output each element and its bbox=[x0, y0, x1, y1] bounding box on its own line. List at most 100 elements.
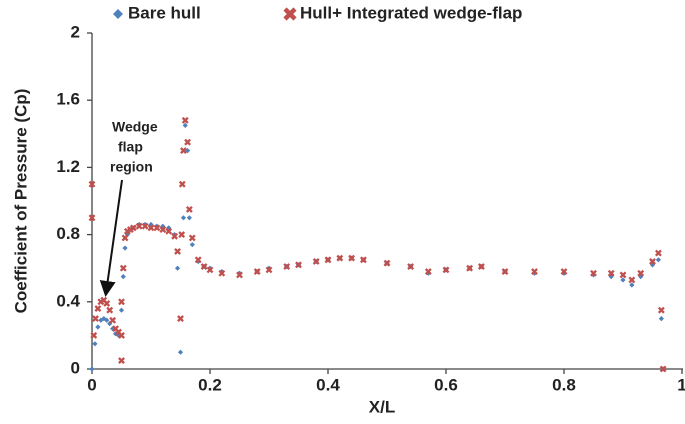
point bbox=[477, 263, 485, 270]
point bbox=[103, 300, 111, 307]
point bbox=[115, 332, 122, 338]
point bbox=[122, 245, 128, 251]
point bbox=[118, 307, 125, 313]
point bbox=[359, 256, 367, 264]
y-axis-label: Coefficient of Pressure (Cp) bbox=[11, 89, 30, 314]
x-tick-label: 1 bbox=[677, 375, 685, 394]
annotation-arrow bbox=[99, 179, 123, 297]
point bbox=[88, 214, 96, 222]
point bbox=[186, 215, 192, 221]
x-tick-label: 0.6 bbox=[434, 375, 458, 394]
point bbox=[194, 256, 202, 264]
point bbox=[153, 224, 161, 232]
point bbox=[348, 254, 356, 262]
point bbox=[180, 147, 187, 155]
point bbox=[265, 266, 273, 274]
point bbox=[608, 274, 614, 280]
point bbox=[658, 316, 664, 322]
point bbox=[107, 321, 113, 327]
point bbox=[218, 269, 226, 277]
point bbox=[654, 249, 662, 257]
point bbox=[407, 263, 415, 270]
point bbox=[121, 234, 129, 242]
point bbox=[200, 263, 208, 270]
point bbox=[619, 271, 627, 279]
legend-marker bbox=[113, 9, 123, 19]
point bbox=[424, 268, 432, 275]
point bbox=[135, 222, 143, 230]
point bbox=[147, 224, 155, 232]
point bbox=[253, 268, 261, 275]
point bbox=[195, 258, 201, 265]
point bbox=[182, 122, 188, 128]
point bbox=[184, 138, 192, 146]
annotation-line: region bbox=[110, 159, 153, 175]
point bbox=[236, 270, 243, 276]
point bbox=[649, 258, 656, 265]
y-tick-label: 0.4 bbox=[56, 291, 80, 310]
point bbox=[118, 331, 125, 339]
point bbox=[628, 276, 636, 284]
point bbox=[120, 274, 126, 280]
legend-label: Bare hull bbox=[128, 3, 201, 22]
point bbox=[560, 268, 568, 275]
point bbox=[324, 256, 332, 264]
point bbox=[101, 316, 107, 322]
point bbox=[104, 317, 110, 323]
annotation-line: Wedge bbox=[112, 119, 158, 135]
point bbox=[442, 266, 450, 274]
legend-label: Hull+ Integrated wedge-flap bbox=[300, 3, 522, 22]
point bbox=[620, 277, 626, 283]
point bbox=[236, 271, 243, 279]
point bbox=[177, 315, 184, 323]
point bbox=[118, 357, 125, 365]
x-tick-label: 0.2 bbox=[198, 375, 222, 394]
y-tick-label: 0.8 bbox=[56, 224, 80, 243]
point bbox=[174, 265, 181, 271]
point bbox=[171, 232, 179, 240]
point bbox=[89, 366, 95, 372]
point bbox=[106, 306, 114, 314]
point bbox=[466, 264, 474, 272]
y-tick-label: 2 bbox=[71, 22, 80, 41]
point bbox=[607, 269, 615, 277]
point bbox=[92, 315, 99, 323]
point bbox=[159, 226, 167, 233]
point bbox=[109, 316, 117, 324]
point bbox=[655, 257, 661, 263]
point bbox=[206, 266, 214, 274]
point bbox=[590, 272, 597, 278]
x-axis-label: X/L bbox=[369, 397, 395, 416]
point bbox=[185, 205, 193, 213]
point bbox=[119, 264, 127, 272]
point bbox=[181, 116, 189, 124]
point bbox=[637, 269, 645, 277]
point bbox=[94, 305, 102, 312]
point bbox=[501, 268, 509, 275]
point bbox=[141, 222, 149, 230]
x-tick-label: 0.8 bbox=[552, 375, 576, 394]
point bbox=[189, 242, 195, 248]
annotation: Wedge flap region bbox=[99, 119, 158, 297]
point bbox=[177, 349, 184, 355]
annotation-line: flap bbox=[118, 139, 143, 155]
x-tick-label: 0.4 bbox=[316, 375, 340, 394]
y-tick-label: 1.2 bbox=[56, 157, 80, 176]
point bbox=[90, 331, 98, 339]
point bbox=[657, 306, 665, 314]
y-tick-label: 0 bbox=[71, 358, 80, 377]
point bbox=[92, 341, 98, 347]
point bbox=[165, 227, 173, 235]
point bbox=[95, 324, 101, 330]
point bbox=[88, 180, 96, 188]
point bbox=[283, 263, 291, 270]
point bbox=[383, 259, 391, 267]
point bbox=[336, 254, 344, 262]
point bbox=[295, 261, 302, 269]
point bbox=[178, 180, 186, 188]
point bbox=[180, 215, 187, 221]
point bbox=[531, 268, 538, 275]
point bbox=[659, 365, 667, 373]
y-tick-label: 1.6 bbox=[56, 90, 80, 109]
